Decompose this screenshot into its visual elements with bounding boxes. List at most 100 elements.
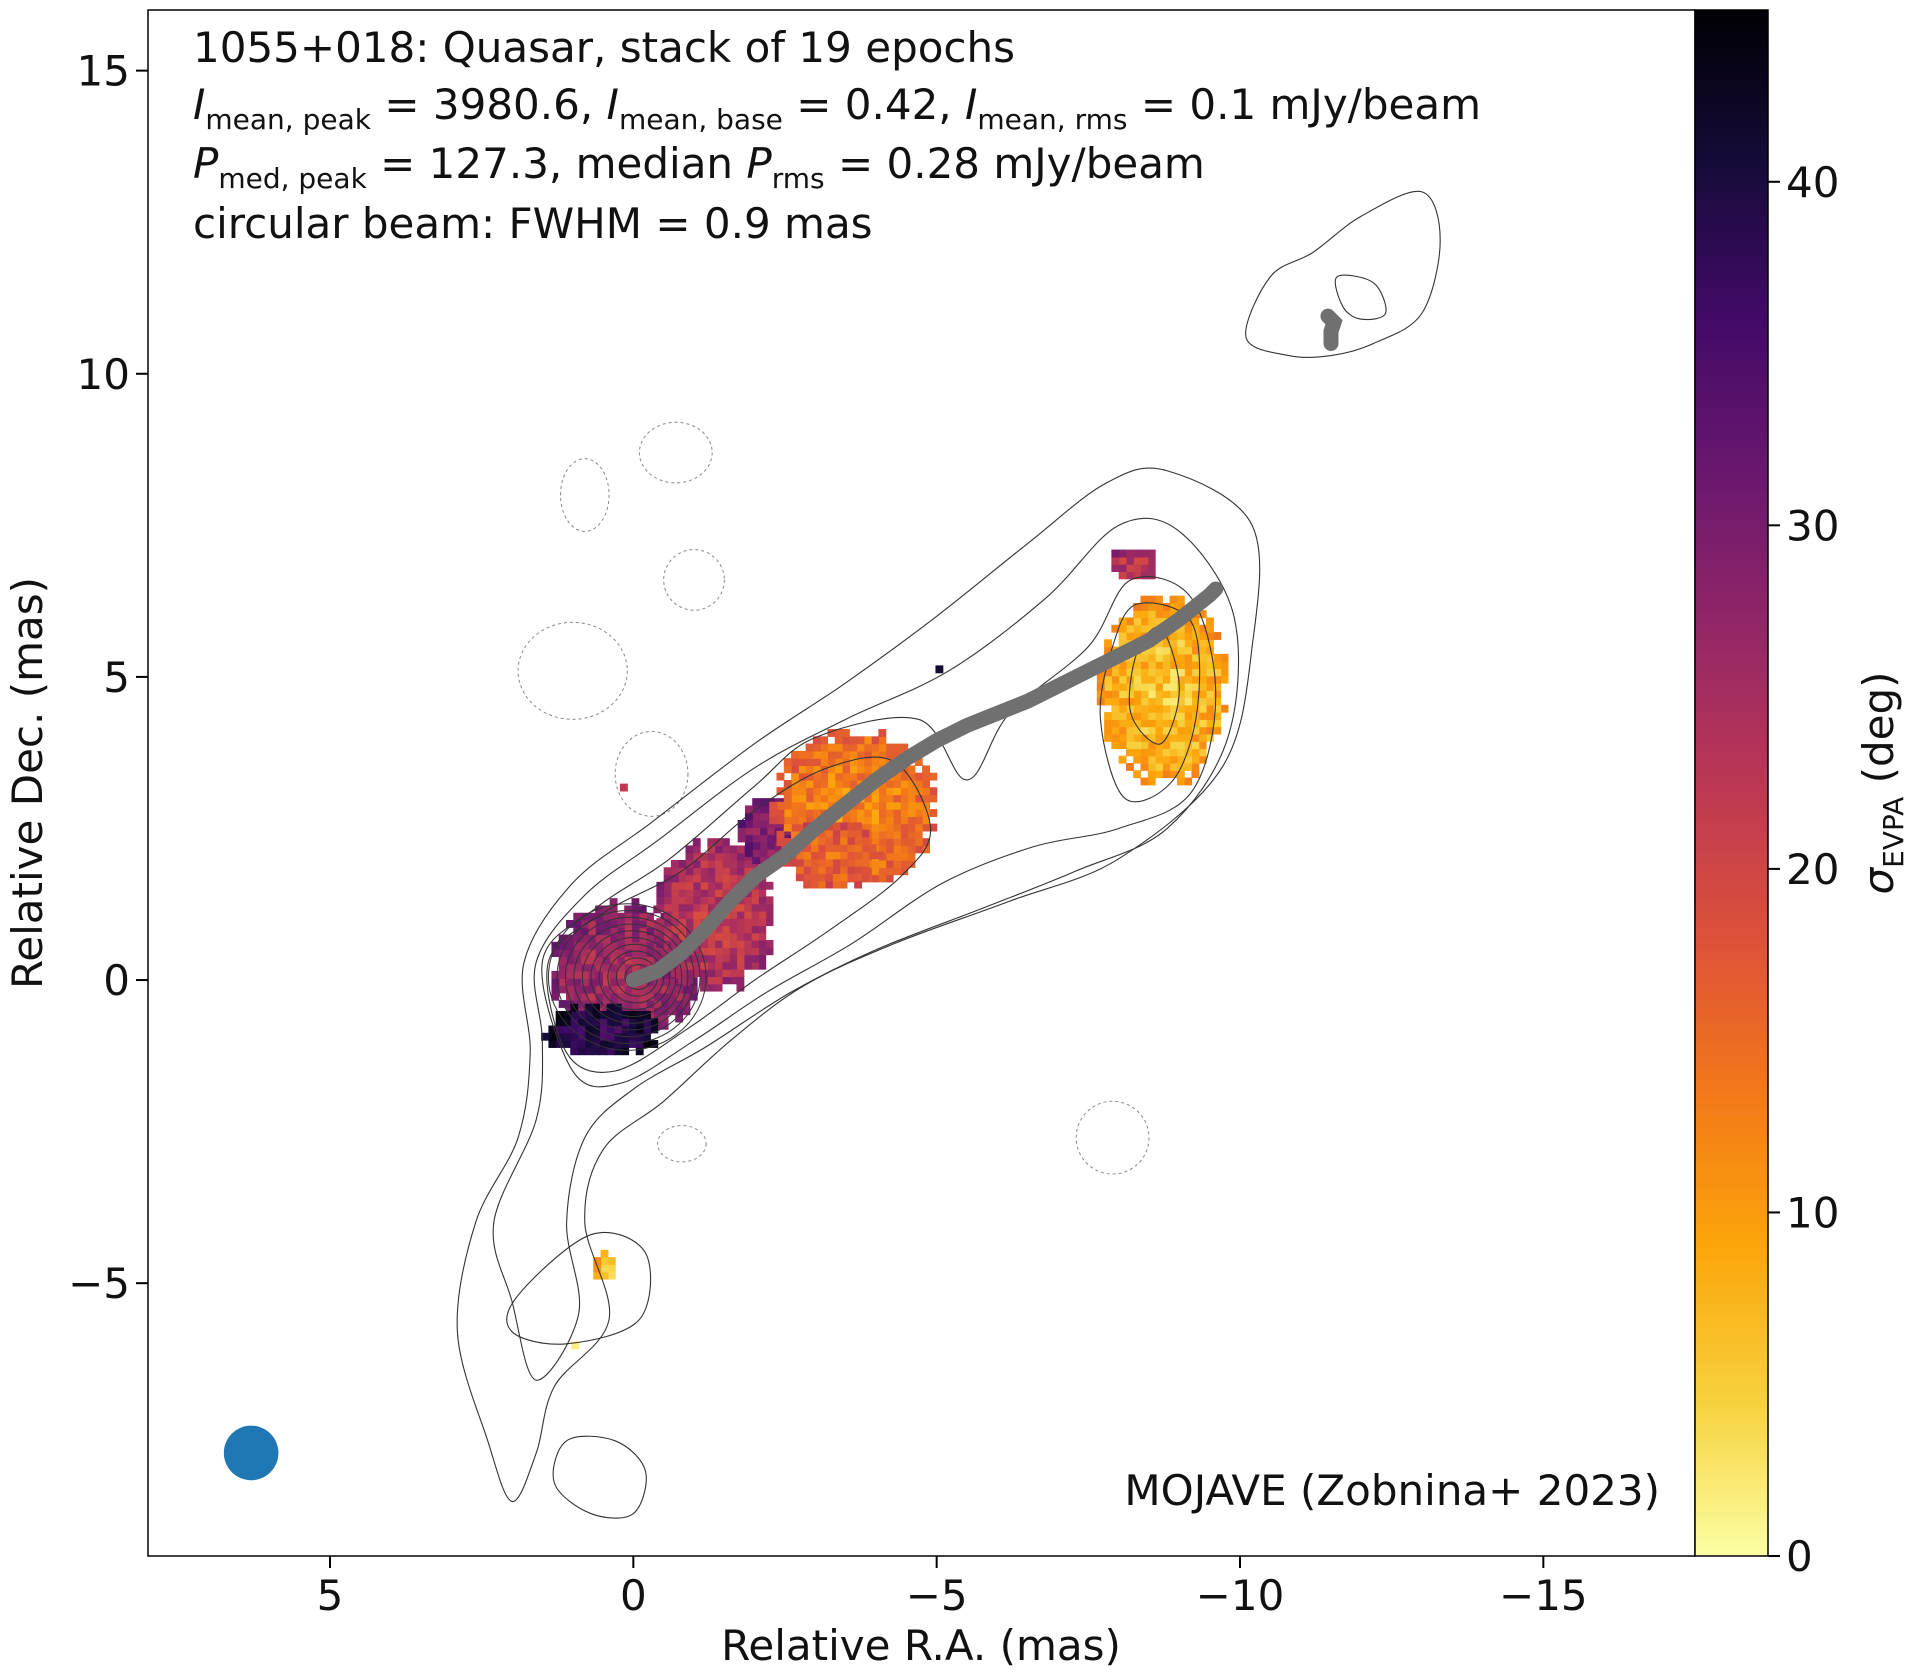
sigma-pixel [863,816,872,825]
sigma-pixel [1198,719,1207,728]
sigma-pixel [820,772,829,781]
sigma-pixel [1111,668,1120,677]
sigma-pixel [587,970,596,979]
sigma-pixel [1147,748,1156,757]
sigma-pixel [667,985,676,994]
sigma-pixel [900,859,909,868]
sigma-pixel [707,961,716,970]
sigma-pixel [1140,602,1149,611]
sigma-pixel [700,881,708,890]
sigma-pixel [1198,610,1207,619]
sigma-pixel [1140,653,1149,662]
sigma-pixel [1118,712,1127,720]
sigma-region-south-dot [571,1341,580,1350]
sigma-pixel [1198,632,1207,640]
sigma-pixel [1169,770,1178,779]
sigma-pixel [609,927,618,936]
sigma-pixel [892,809,901,817]
sigma-pixel [616,920,625,928]
sigma-pixel [871,787,880,796]
sigma-pixel [812,743,821,752]
sigma-pixel [599,1047,608,1056]
sigma-pixel [1140,564,1149,573]
sigma-pixel [1206,668,1214,677]
colorbar-ticks: 0 10 20 30 40 [1768,158,1839,1581]
sigma-pixel [729,940,738,948]
sigma-pixel [580,978,589,987]
sigma-pixel [929,787,938,796]
sigma-pixel [849,750,858,759]
sigma-pixel [900,787,909,796]
sigma-pixel [692,838,701,847]
negative-contour-n4 [517,621,628,720]
sigma-pixel [759,856,768,865]
sigma-pixel [810,866,819,874]
sigma-pixel [871,859,880,868]
sigma-pixel [670,925,679,934]
sigma-pixel [646,912,654,921]
sigma-pixel [592,1018,600,1027]
sigma-pixel [765,940,774,948]
sigma-pixel [1104,646,1112,655]
sigma-pixel [577,1047,586,1056]
sigma-pixel [558,941,567,950]
sigma-pixel [1206,682,1214,691]
sigma-pixel [849,743,858,752]
sigma-pixel [832,858,841,867]
sigma-pixel [1111,697,1120,706]
sigma-pixel [846,858,855,867]
sigma-pixel [714,932,723,941]
sigma-pixel [907,845,916,854]
sigma-pixel [878,874,887,883]
sigma-pixel [834,765,843,774]
sigma-pixel [580,970,589,979]
sigma-pixel [570,1025,579,1034]
sigma-pixel [714,874,723,883]
sigma-pixel [660,1007,669,1016]
sigma-pixel [1213,682,1222,691]
sigma-pixel [646,956,654,965]
sigma-pixel [570,1010,579,1019]
sigma-pixel [1213,704,1222,713]
sigma-pixel [863,772,872,781]
sigma-pixel [595,912,603,921]
sigma-pixel [820,750,829,759]
sigma-pixel [1176,755,1185,764]
sigma-pixel [1206,726,1214,735]
sigma-pixel [1176,632,1185,640]
sigma-pixel [1125,697,1134,706]
sigma-pixel [1155,675,1163,684]
sigma-pixel [1133,690,1142,699]
sigma-pixel [707,859,716,868]
sigma-pixel [685,961,694,970]
sigma-pixel [805,758,814,767]
sigma-pixel [846,822,855,831]
sigma-pixel [856,758,865,767]
sigma-pixel [670,859,679,868]
sigma-pixel [565,992,574,1001]
sigma-region-outer-jet [1096,595,1229,786]
sigma-pixel [1198,755,1207,764]
sigma-pixel [656,925,665,934]
sigma-pixel [678,859,687,868]
sigma-pixel [565,1000,574,1008]
sigma-pixel [580,949,589,957]
sigma-pixel [707,852,716,861]
sigma-pixel [791,787,799,796]
sigma-pixel [798,823,807,832]
sigma-pixel [798,816,807,825]
sigma-pixel [834,758,843,767]
sigma-pixel [729,954,738,963]
sigma-pixel [729,976,738,985]
sigma-pixel [914,816,923,825]
sigma-pixel [900,809,909,817]
sigma-pixel [660,1021,669,1030]
sigma-pixel [595,941,603,950]
sigma-pixel [650,1040,659,1048]
contour-c7 [1245,190,1441,359]
sigma-pixel [737,834,746,843]
sigma-pixel [573,963,582,972]
sigma-pixel [577,1018,586,1027]
sigma-pixel [751,910,759,919]
sigma-pixel [602,912,611,921]
